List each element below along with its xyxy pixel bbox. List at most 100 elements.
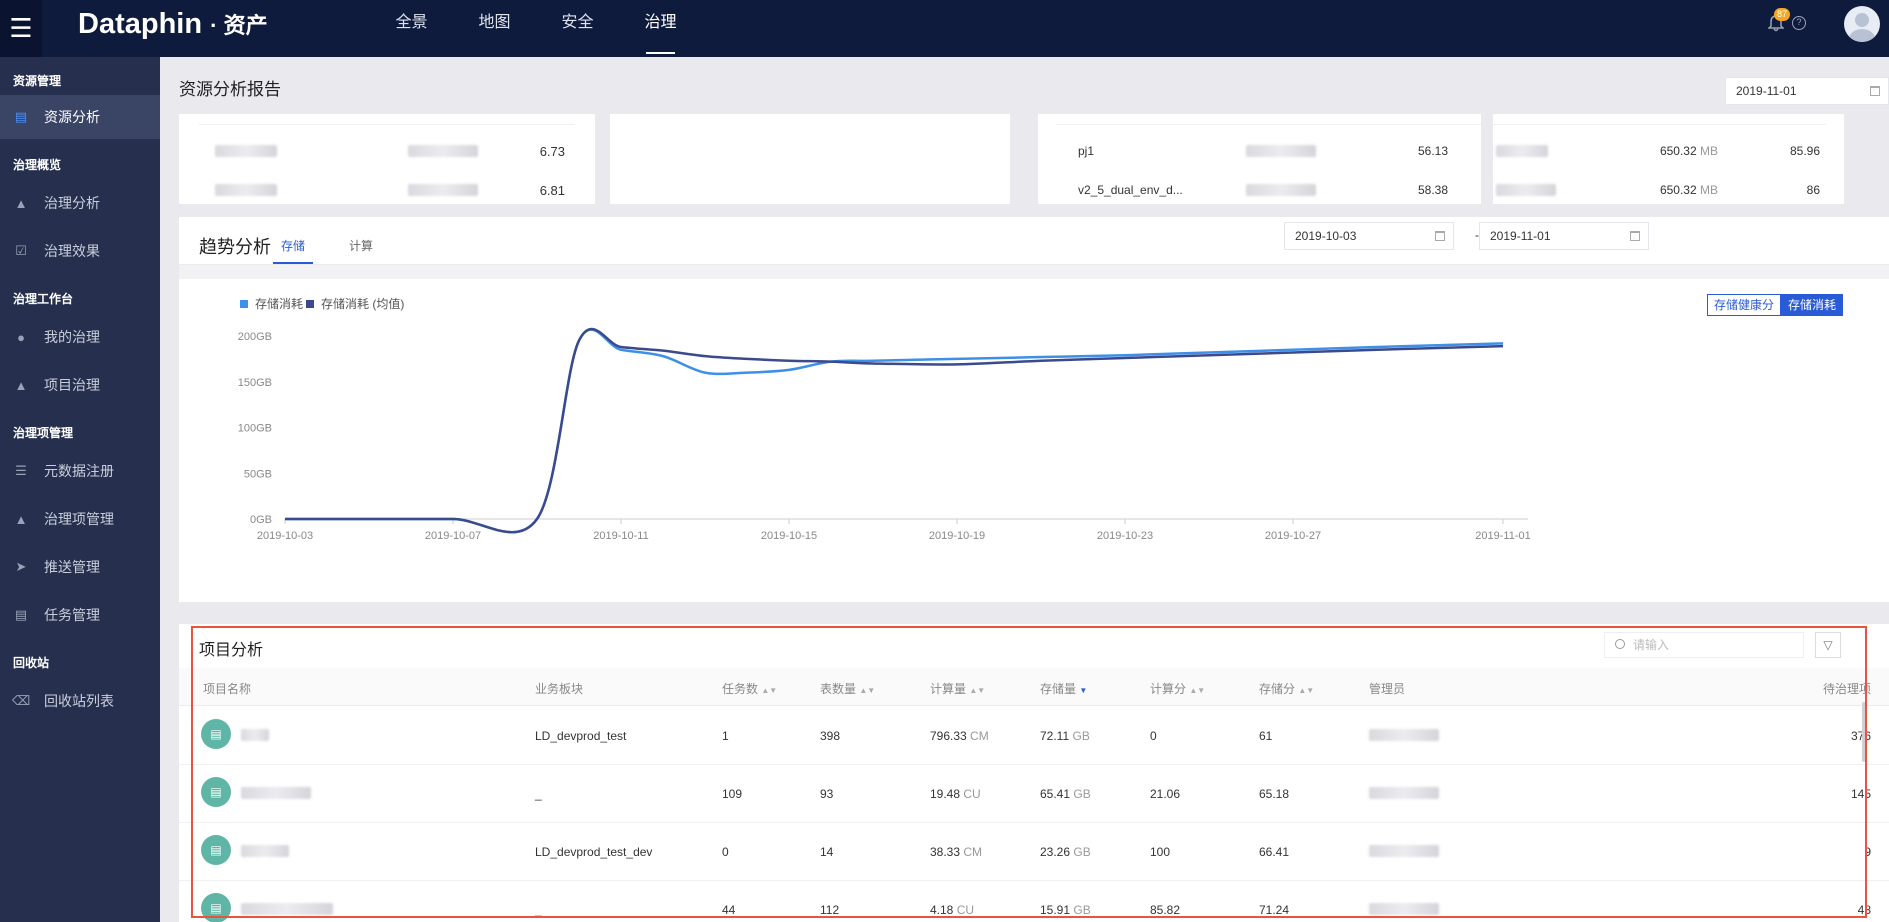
nav-security[interactable]: 安全	[561, 14, 594, 31]
sidebar-item-recycle-list[interactable]: ⌫ 回收站列表	[0, 679, 160, 723]
sidebar-item-metadata-register[interactable]: ☰ 元数据注册	[0, 449, 160, 493]
nav-overview[interactable]: 全景	[395, 14, 428, 31]
start-date-picker[interactable]: 2019-10-03	[1284, 222, 1454, 250]
col-project-name: 项目名称	[203, 682, 252, 696]
legend-item[interactable]: 存储消耗 (均值)	[306, 295, 404, 312]
cell-storage-unit: GB	[1073, 903, 1091, 917]
table-header: 项目名称 业务板块 任务数 ▲▼ 表数量 ▲▼ 计算量 ▲▼ 存储量 ▼ 计算分…	[179, 668, 1889, 706]
scrollbar[interactable]	[1862, 702, 1866, 762]
col-tables[interactable]: 表数量 ▲▼	[820, 680, 875, 697]
x-tick-label: 2019-11-01	[1475, 530, 1530, 542]
col-pending: 待治理项	[1822, 682, 1871, 696]
toggle-storage-health[interactable]: 存储健康分	[1707, 294, 1782, 316]
start-date-value: 2019-10-03	[1295, 229, 1357, 243]
sort-icon: ▲▼	[969, 686, 986, 695]
blurred-name	[215, 145, 277, 157]
brand-logo[interactable]: Dataphin · 资产	[78, 8, 268, 41]
trend-chart: 存储消耗 存储消耗 (均值) 存储健康分 存储消耗 0GB 50GB 100GB 15…	[198, 279, 1868, 602]
rank-size: 650.32 MB	[1038, 183, 1718, 197]
sidebar-item-governance-effect[interactable]: ☑ 治理效果	[0, 229, 160, 273]
cell-compute-score: 100	[1150, 845, 1171, 859]
cell-storage: 65.41 GB	[1040, 787, 1091, 801]
report-date-value: 2019-11-01	[1736, 84, 1797, 98]
search-placeholder: 请输入	[1633, 638, 1670, 652]
blurred-project-name	[241, 787, 311, 799]
rank-size-value: 650.32	[1659, 183, 1697, 197]
project-analysis-panel: 项目分析 请输入 ▽ 项目名称 业务板块 任务数 ▲▼ 表数量 ▲▼ 计算量 ▲…	[179, 624, 1889, 922]
sidebar-group-resource: 资源管理	[13, 74, 62, 88]
calendar-icon	[1630, 231, 1640, 241]
search-input[interactable]: 请输入	[1604, 632, 1804, 658]
blurred-admin	[1369, 729, 1439, 741]
col-business: 业务板块	[535, 682, 584, 696]
nav-map[interactable]: 地图	[478, 14, 511, 31]
project-analysis-title: 项目分析	[199, 642, 264, 659]
rank-value: 6.73	[539, 144, 565, 159]
sidebar-item-governance-analysis[interactable]: ▲ 治理分析	[0, 181, 160, 225]
rank-value: 58.38	[1417, 183, 1448, 197]
tab-storage[interactable]: 存储	[273, 237, 313, 264]
table-row[interactable]: ▤ _ 44 112 4.18 CU 15.91 GB 85.82 71.24 48	[179, 881, 1889, 922]
sidebar-item-label: 元数据注册	[44, 463, 114, 479]
avatar[interactable]	[1844, 6, 1880, 42]
table-row[interactable]: ▤ _ 109 93 19.48 CU 65.41 GB 21.06 65.18 145	[179, 765, 1889, 823]
sidebar-item-resource-analysis[interactable]: ▤ 资源分析	[0, 95, 160, 139]
sort-icon: ▲▼	[859, 686, 876, 695]
end-date-picker[interactable]: 2019-11-01	[1479, 222, 1649, 250]
legend-label: 存储消耗	[255, 297, 304, 311]
cell-storage-value: 23.26	[1040, 845, 1071, 859]
cell-pending: 9	[1864, 845, 1871, 859]
cell-compute-unit: CM	[970, 729, 989, 743]
sidebar-item-push-management[interactable]: ➤ 推送管理	[0, 545, 160, 589]
nav-governance[interactable]: 治理	[619, 0, 702, 57]
doc-icon: ▤	[14, 109, 28, 124]
series-line-0	[285, 328, 1504, 534]
sort-icon: ▲▼	[1298, 686, 1315, 695]
sidebar-item-label: 推送管理	[44, 559, 100, 575]
cell-compute: 38.33 CM	[930, 845, 982, 859]
col-compute[interactable]: 计算量 ▲▼	[930, 680, 985, 697]
legend-item[interactable]: 存储消耗	[240, 295, 303, 312]
cell-storage-value: 15.91	[1040, 903, 1071, 917]
cell-storage: 23.26 GB	[1040, 845, 1091, 859]
col-storage[interactable]: 存储量 ▼	[1040, 680, 1087, 697]
col-storage-score[interactable]: 存储分 ▲▼	[1259, 680, 1314, 697]
folder-icon: ▤	[201, 777, 231, 807]
toggle-storage-consumption[interactable]: 存储消耗	[1781, 294, 1844, 316]
rank-size: 650.32 MB	[1038, 144, 1718, 158]
sidebar-item-label: 任务管理	[44, 607, 100, 623]
x-tick-label: 2019-10-23	[1097, 530, 1153, 542]
sidebar-item-project-governance[interactable]: ▲ 项目治理	[0, 363, 160, 407]
cell-business: _	[535, 787, 542, 801]
ranking-panel-empty	[610, 114, 1010, 204]
sidebar-item-my-governance[interactable]: ● 我的治理	[0, 315, 160, 359]
sort-desc-icon: ▼	[1079, 686, 1088, 695]
rank-size-unit: MB	[1700, 144, 1718, 158]
blurred-name	[215, 184, 277, 196]
blurred-name	[1496, 145, 1548, 157]
col-tasks[interactable]: 任务数 ▲▼	[722, 680, 777, 697]
filter-icon[interactable]: ▽	[1815, 632, 1841, 658]
brand-subtitle: · 资产	[210, 13, 268, 38]
chart-icon: ▲	[14, 377, 28, 393]
menu-icon[interactable]: ☰	[0, 0, 42, 57]
end-date-value: 2019-11-01	[1490, 229, 1551, 243]
rank-value: 56.13	[1417, 144, 1448, 158]
cell-compute-value: 796.33	[930, 729, 967, 743]
y-tick-label: 0GB	[250, 514, 272, 526]
trend-panel: 趋势分析 存储 计算 2019-10-03 - 2019-11-01 存储消耗 …	[179, 217, 1889, 602]
sidebar-item-item-management[interactable]: ▲ 治理项管理	[0, 497, 160, 541]
cell-compute-unit: CM	[963, 845, 983, 859]
sidebar-item-task-management[interactable]: ▤ 任务管理	[0, 593, 160, 637]
sidebar-item-label: 治理项管理	[44, 511, 114, 527]
table-row[interactable]: ▤ LD_devprod_test 1 398 796.33 CM 72.11 GB 0 61…	[179, 707, 1889, 765]
tab-compute[interactable]: 计算	[349, 239, 374, 253]
sort-icon: ▲▼	[761, 686, 778, 695]
sidebar-group-items: 治理项管理	[13, 426, 74, 440]
table-row[interactable]: ▤ LD_devprod_test_dev 0 14 38.33 CM 23.26 GB 1…	[179, 823, 1889, 881]
col-compute-score[interactable]: 计算分 ▲▼	[1150, 680, 1205, 697]
help-icon[interactable]: ?	[1792, 16, 1806, 30]
top-bar: ☰ Dataphin · 资产 全景 地图 安全 治理 87 ?	[0, 0, 1889, 57]
report-date-picker[interactable]: 2019-11-01	[1725, 77, 1889, 105]
rank-name: v2_5_dual_env_d...	[1078, 183, 1183, 197]
